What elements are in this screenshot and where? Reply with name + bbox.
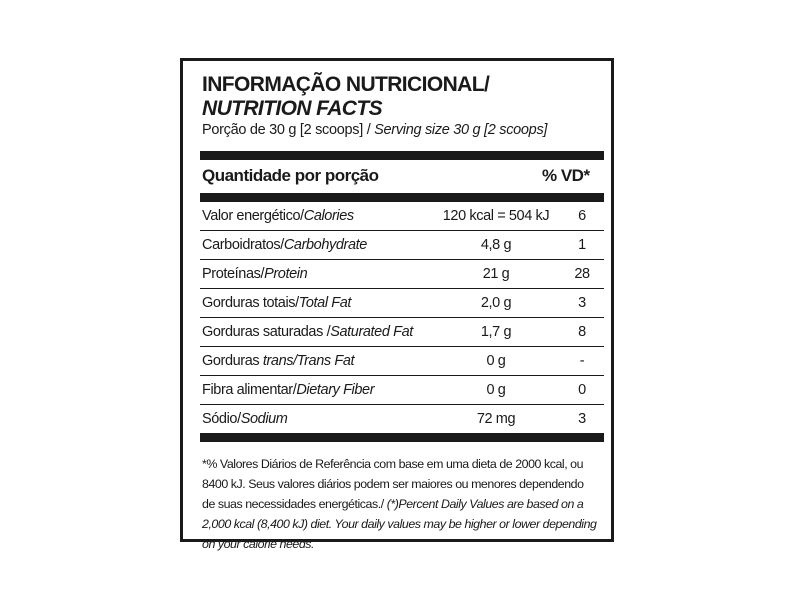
- nutrient-daily-value: 1: [578, 237, 586, 253]
- nutrient-amount: 4,8 g: [480, 237, 512, 253]
- table-row: Gorduras saturadas /Saturated Fat 1,7 g …: [200, 318, 604, 347]
- nutrient-name: Fibra alimentar/Dietary Fiber: [202, 382, 375, 398]
- header-quantity-per-serving: Quantidade por porção: [202, 166, 379, 185]
- nutrient-name: Valor energético/Calories: [202, 208, 354, 224]
- nutrient-amount: 0 g: [486, 382, 506, 398]
- divider-thick: [200, 151, 604, 160]
- nutrient-daily-value: 3: [578, 411, 586, 427]
- table-header: Quantidade por porção % VD*: [202, 161, 604, 192]
- nutrient-daily-value: 3: [578, 295, 586, 311]
- nutrient-name-english: Saturated Fat: [330, 324, 413, 340]
- nutrient-name: Proteínas/Protein: [202, 266, 308, 282]
- nutrient-name-english: Carbohydrate: [283, 237, 367, 253]
- nutrient-name-portuguese: Fibra alimentar/: [202, 382, 297, 398]
- nutrient-name-english: Protein: [264, 266, 308, 282]
- nutrient-name-english: Total Fat: [298, 295, 352, 311]
- table-row: Proteínas/Protein 21 g 28: [200, 260, 604, 289]
- nutrient-amount: 1,7 g: [480, 324, 512, 340]
- nutrient-name: Sódio/Sodium: [202, 411, 288, 427]
- table-row: Fibra alimentar/Dietary Fiber 0 g 0: [200, 376, 604, 405]
- nutrient-amount: 120 kcal = 504 kJ: [442, 208, 550, 224]
- nutrition-facts-label: INFORMAÇÃO NUTRICIONAL/ NUTRITION FACTS …: [180, 58, 614, 551]
- table-row: Valor energético/Calories 120 kcal = 504…: [200, 202, 604, 231]
- table-row: Sódio/Sodium 72 mg 3: [200, 405, 604, 434]
- nutrient-name-english: Dietary Fiber: [296, 382, 375, 398]
- nutrient-name-portuguese: Valor energético/: [202, 208, 304, 224]
- serving-size: Porção de 30 g [2 scoops] / Serving size…: [202, 122, 547, 138]
- nutrient-amount: 2,0 g: [480, 295, 512, 311]
- divider-thick: [200, 193, 604, 202]
- daily-value-footnote: *% Valores Diários de Referência com bas…: [202, 454, 599, 554]
- table-row: Gorduras totais/Total Fat 2,0 g 3: [200, 289, 604, 318]
- nutrient-name: Gorduras totais/Total Fat: [202, 295, 351, 311]
- nutrient-name: Carboidratos/Carbohydrate: [202, 237, 367, 253]
- nutrient-name: Gorduras saturadas /Saturated Fat: [202, 324, 413, 340]
- nutrient-name-portuguese: Carboidratos/: [202, 237, 284, 253]
- nutrient-name-portuguese: Gorduras: [202, 353, 263, 369]
- title-portuguese: INFORMAÇÃO NUTRICIONAL/: [202, 73, 490, 96]
- footnote-english: (*)Percent Daily Values are based on a 2…: [202, 497, 597, 551]
- header-daily-value: % VD*: [542, 166, 590, 185]
- nutrient-name-portuguese: Gorduras totais/: [202, 295, 299, 311]
- nutrient-amount: 0 g: [486, 353, 506, 369]
- nutrient-name-portuguese: Proteínas/: [202, 266, 265, 282]
- nutrient-daily-value: 0: [578, 382, 586, 398]
- table-row: Gorduras trans/Trans Fat 0 g -: [200, 347, 604, 376]
- nutrient-daily-value: 8: [578, 324, 586, 340]
- nutrient-name-english: Calories: [303, 208, 354, 224]
- footnote-portuguese: *% Valores Diários de Referência com bas…: [202, 457, 584, 511]
- nutrient-daily-value: 28: [574, 266, 590, 282]
- nutrient-name-english: Sodium: [240, 411, 288, 427]
- table-row: Carboidratos/Carbohydrate 4,8 g 1: [200, 231, 604, 260]
- nutrient-amount: 21 g: [482, 266, 510, 282]
- nutrient-name-portuguese: Sódio/: [202, 411, 241, 427]
- nutrient-table: Valor energético/Calories 120 kcal = 504…: [200, 202, 604, 434]
- nutrient-daily-value: 6: [578, 208, 586, 224]
- nutrient-amount: 72 mg: [476, 411, 516, 427]
- nutrient-name-english: trans/Trans Fat: [262, 353, 355, 369]
- title-english: NUTRITION FACTS: [202, 97, 383, 120]
- divider-thick: [200, 433, 604, 442]
- serving-size-portuguese: Porção de 30 g [2 scoops] /: [202, 122, 375, 138]
- label-title: INFORMAÇÃO NUTRICIONAL/ NUTRITION FACTS: [202, 73, 490, 121]
- nutrient-name-portuguese: Gorduras saturadas /: [202, 324, 331, 340]
- serving-size-english: Serving size 30 g [2 scoops]: [374, 122, 548, 138]
- nutrient-daily-value: -: [579, 353, 585, 369]
- nutrient-name: Gorduras trans/Trans Fat: [202, 353, 355, 369]
